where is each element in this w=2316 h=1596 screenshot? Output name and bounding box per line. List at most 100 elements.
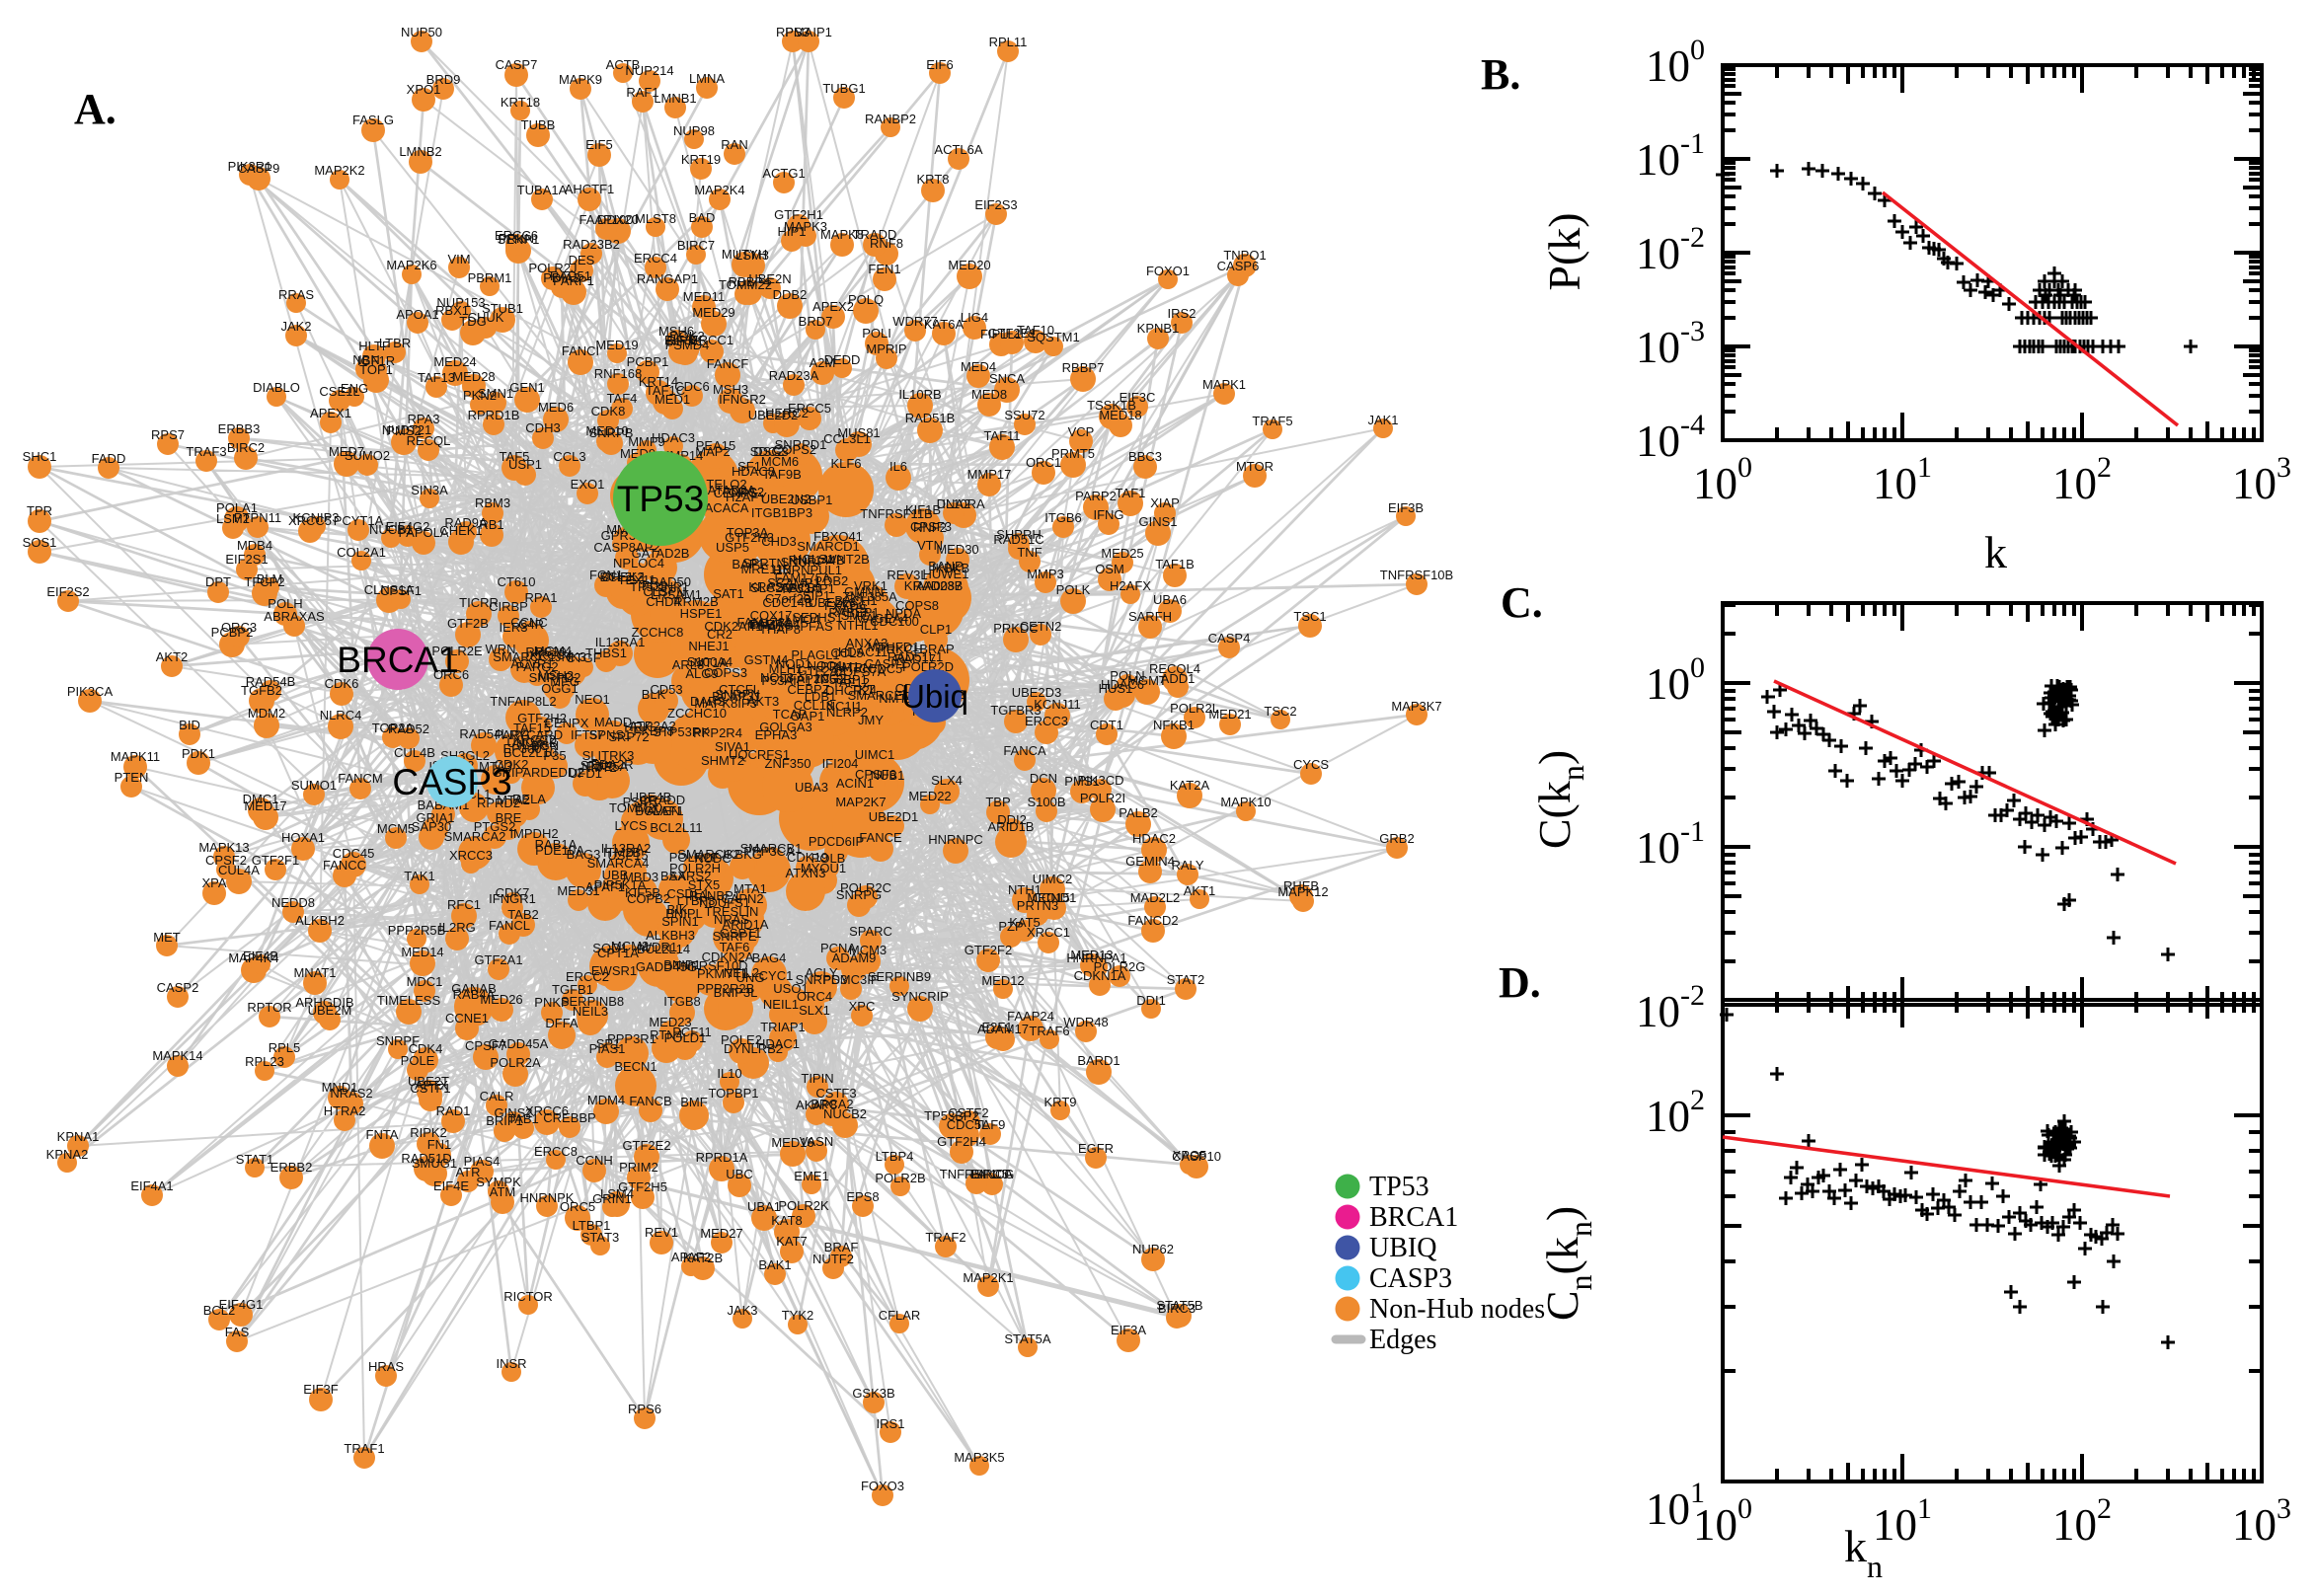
svg-text:TPR: TPR bbox=[27, 503, 52, 518]
svg-text:PMAIP1: PMAIP1 bbox=[785, 25, 832, 39]
svg-text:NUTF2: NUTF2 bbox=[812, 1252, 854, 1266]
svg-text:LTBR: LTBR bbox=[379, 336, 411, 350]
svg-text:DARS: DARS bbox=[690, 694, 726, 709]
svg-text:CPSF1: CPSF1 bbox=[380, 583, 422, 598]
svg-text:COPS8: COPS8 bbox=[895, 598, 939, 613]
svg-text:PIP5K1A: PIP5K1A bbox=[594, 877, 647, 892]
svg-text:IFNG: IFNG bbox=[1093, 507, 1123, 522]
svg-text:EPS8: EPS8 bbox=[846, 1189, 879, 1204]
svg-text:ACTL6A: ACTL6A bbox=[934, 142, 982, 157]
svg-text:TIPIN: TIPIN bbox=[801, 1071, 833, 1086]
svg-text:MUS81: MUS81 bbox=[837, 425, 880, 440]
svg-text:GRIA1: GRIA1 bbox=[416, 810, 454, 825]
svg-text:THBS1: THBS1 bbox=[585, 646, 627, 660]
svg-text:RNF144B: RNF144B bbox=[788, 553, 844, 568]
svg-text:TOMM20: TOMM20 bbox=[609, 800, 662, 815]
svg-text:CASP7: CASP7 bbox=[496, 57, 538, 72]
svg-text:PDE5A: PDE5A bbox=[586, 759, 629, 774]
svg-text:CCL3L1: CCL3L1 bbox=[823, 431, 871, 446]
svg-text:RAD1: RAD1 bbox=[436, 1103, 471, 1118]
svg-text:SQSTM1: SQSTM1 bbox=[1027, 330, 1079, 344]
svg-text:CSTF1: CSTF1 bbox=[410, 1081, 450, 1096]
svg-text:ERCC4: ERCC4 bbox=[634, 251, 677, 266]
svg-text:RANBP1: RANBP1 bbox=[689, 888, 740, 903]
svg-text:BIRC5: BIRC5 bbox=[971, 1167, 1009, 1181]
svg-text:TNFAIP8L2: TNFAIP8L2 bbox=[490, 694, 556, 709]
svg-text:TEX11: TEX11 bbox=[618, 572, 656, 587]
svg-text:DEDD: DEDD bbox=[824, 352, 861, 367]
svg-text:FANCB: FANCB bbox=[629, 1094, 671, 1108]
svg-text:BECN1: BECN1 bbox=[614, 1059, 656, 1074]
svg-text:RAD52: RAD52 bbox=[388, 722, 429, 736]
svg-text:KRT19: KRT19 bbox=[681, 152, 721, 167]
svg-text:MRE11B: MRE11B bbox=[740, 562, 791, 576]
svg-text:RALY: RALY bbox=[1172, 858, 1204, 873]
svg-text:CYC1: CYC1 bbox=[759, 968, 794, 983]
svg-text:HDAC8: HDAC8 bbox=[732, 464, 775, 479]
svg-text:TFCP2: TFCP2 bbox=[244, 574, 284, 589]
svg-text:TGFB1: TGFB1 bbox=[552, 982, 593, 997]
svg-text:TAK1: TAK1 bbox=[404, 869, 435, 883]
svg-text:PDIA3: PDIA3 bbox=[543, 270, 580, 285]
svg-text:HDAC1: HDAC1 bbox=[756, 1036, 800, 1051]
svg-text:KRT8: KRT8 bbox=[917, 172, 950, 187]
svg-text:HRAS: HRAS bbox=[368, 1359, 404, 1374]
svg-text:COX17: COX17 bbox=[750, 608, 793, 623]
svg-text:ADAM17: ADAM17 bbox=[977, 1022, 1029, 1036]
svg-text:GTF2F1: GTF2F1 bbox=[252, 853, 299, 868]
svg-text:GSPT1: GSPT1 bbox=[720, 926, 762, 941]
svg-text:PKN2: PKN2 bbox=[463, 388, 497, 403]
svg-text:MDB4: MDB4 bbox=[237, 538, 272, 553]
svg-text:PIK3CD: PIK3CD bbox=[1078, 773, 1124, 788]
svg-text:PARG: PARG bbox=[495, 727, 530, 742]
svg-text:DIABLO: DIABLO bbox=[253, 380, 300, 395]
svg-text:CSTF3: CSTF3 bbox=[815, 1086, 856, 1101]
svg-text:CSTF2: CSTF2 bbox=[948, 1105, 988, 1120]
svg-text:SIP1: SIP1 bbox=[803, 588, 830, 603]
svg-text:DYNLRB2: DYNLRB2 bbox=[724, 1041, 783, 1056]
svg-text:POLQ: POLQ bbox=[848, 292, 884, 307]
svg-text:RPL23: RPL23 bbox=[245, 1054, 284, 1069]
svg-text:UFD1: UFD1 bbox=[569, 766, 602, 781]
svg-text:RPTOR: RPTOR bbox=[247, 1000, 291, 1015]
svg-text:ATM: ATM bbox=[490, 1184, 515, 1199]
svg-text:MMP3: MMP3 bbox=[1027, 567, 1064, 581]
svg-text:LYCS: LYCS bbox=[615, 818, 648, 833]
svg-text:POLR2J: POLR2J bbox=[528, 261, 577, 275]
svg-text:BIRC2: BIRC2 bbox=[227, 440, 265, 455]
svg-text:XRCC2: XRCC2 bbox=[512, 732, 556, 747]
svg-text:TAB1: TAB1 bbox=[507, 1111, 539, 1126]
svg-text:EP300: EP300 bbox=[502, 741, 541, 756]
svg-text:UBE2T: UBE2T bbox=[408, 1074, 449, 1089]
svg-text:XPO1: XPO1 bbox=[407, 82, 441, 97]
svg-text:RBBP4: RBBP4 bbox=[729, 274, 771, 289]
svg-text:UIMC1: UIMC1 bbox=[855, 747, 894, 762]
svg-text:TBP: TBP bbox=[985, 795, 1010, 809]
svg-text:TP53INP1: TP53INP1 bbox=[630, 579, 689, 594]
svg-text:JMY: JMY bbox=[858, 713, 884, 727]
svg-text:UBIQ: UBIQ bbox=[1369, 1233, 1436, 1263]
svg-text:RICTOR: RICTOR bbox=[503, 1289, 553, 1304]
svg-text:XPC: XPC bbox=[849, 999, 876, 1014]
svg-text:GEMIN4: GEMIN4 bbox=[1125, 854, 1175, 869]
svg-text:MLST8: MLST8 bbox=[635, 211, 676, 226]
svg-text:MDM4: MDM4 bbox=[587, 1093, 625, 1107]
svg-text:CASP9: CASP9 bbox=[238, 161, 280, 176]
svg-text:TAF1B: TAF1B bbox=[1155, 557, 1195, 571]
svg-text:RAB1A: RAB1A bbox=[535, 837, 578, 852]
svg-text:IL10: IL10 bbox=[717, 1066, 741, 1081]
svg-text:CLNS1A: CLNS1A bbox=[364, 582, 415, 597]
svg-text:NEIL1: NEIL1 bbox=[763, 997, 799, 1012]
svg-text:POLD1: POLD1 bbox=[664, 1030, 707, 1045]
svg-text:AKT1: AKT1 bbox=[1184, 883, 1216, 898]
svg-text:TRADD: TRADD bbox=[853, 227, 897, 242]
svg-text:GTF2H1: GTF2H1 bbox=[774, 207, 823, 222]
svg-text:E2F1: E2F1 bbox=[981, 1020, 1012, 1034]
svg-text:HDAC6: HDAC6 bbox=[1101, 677, 1144, 692]
svg-text:PPP3CA: PPP3CA bbox=[743, 844, 795, 859]
svg-text:MED4: MED4 bbox=[961, 359, 996, 374]
svg-text:MAPK10: MAPK10 bbox=[1220, 795, 1271, 809]
svg-text:SMARCC2: SMARCC2 bbox=[677, 847, 740, 862]
svg-text:NDUFS1: NDUFS1 bbox=[699, 895, 750, 910]
svg-text:IL10RB: IL10RB bbox=[898, 387, 941, 402]
